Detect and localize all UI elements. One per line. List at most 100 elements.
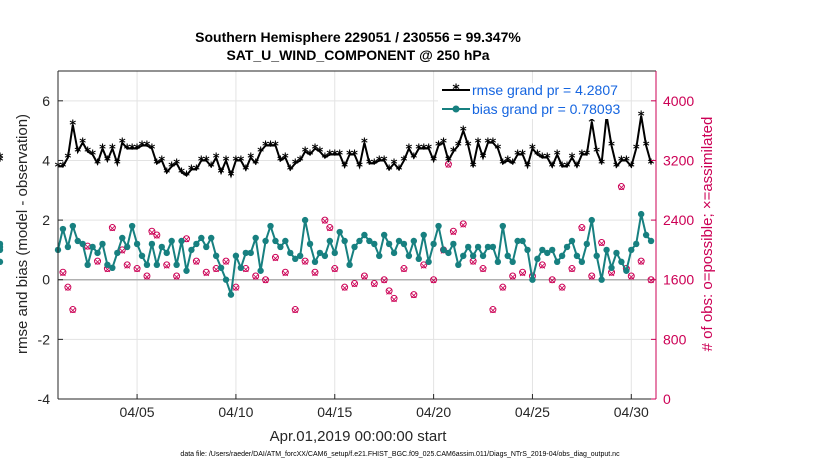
bias-point [59, 225, 67, 233]
rmse-point: * [139, 140, 146, 155]
bias-point [277, 243, 284, 251]
bias-point [84, 261, 91, 269]
bias-point [553, 258, 561, 266]
bias-point [494, 258, 502, 266]
bias-point [464, 243, 472, 251]
rmse-point: * [223, 154, 230, 169]
bias-point [410, 237, 418, 245]
obs-possible-point [380, 276, 388, 284]
rmse-point: * [89, 148, 96, 163]
obs-possible-point [148, 227, 156, 235]
bias-point [217, 264, 225, 271]
rmse-point: * [124, 143, 131, 158]
obs-possible-point [281, 268, 289, 276]
bias-point [455, 261, 462, 269]
obs-assimilated-point: × [350, 279, 358, 290]
rmse-point: * [84, 146, 91, 161]
bias-point [529, 276, 536, 283]
obs-possible-point [143, 272, 151, 280]
rmse-point: * [262, 140, 269, 155]
bias-point [563, 243, 571, 251]
bias-point [603, 246, 610, 254]
obs-assimilated-point: × [340, 283, 348, 294]
bias-point [69, 222, 77, 230]
obs-assimilated-point: × [301, 257, 309, 268]
obs-possible-point [321, 216, 329, 224]
rmse-point: * [618, 154, 625, 169]
obs-assimilated-point: × [469, 257, 477, 268]
bias-point [435, 222, 442, 230]
bias-point [371, 240, 378, 248]
y-tick-label: -2 [38, 331, 51, 347]
bias-point [376, 252, 383, 260]
bias-point [405, 252, 413, 260]
x-tick-label: 04/20 [416, 404, 451, 420]
bias-point [450, 240, 457, 248]
obs-assimilated-point: × [390, 294, 398, 305]
obs-assimilated-point: × [489, 306, 497, 317]
rmse-point: * [643, 140, 650, 155]
y2-tick-label: 0 [663, 391, 671, 407]
obs-possible-point [173, 272, 181, 280]
bias-point [208, 234, 215, 242]
obs-assimilated-point: × [59, 268, 67, 279]
obs-possible-point [69, 306, 77, 314]
rmse-point: * [99, 143, 106, 158]
obs-possible-point [489, 306, 497, 314]
rmse-point: * [64, 151, 71, 166]
rmse-point: * [317, 146, 324, 161]
bias-point [593, 252, 600, 260]
rmse-point: * [564, 160, 571, 175]
obs-assimilated-point: × [69, 306, 77, 317]
rmse-point: * [237, 154, 244, 169]
rmse-point: * [193, 163, 200, 178]
bias-point [440, 246, 447, 254]
rmse-point: * [203, 154, 210, 169]
obs-possible-point [291, 306, 299, 314]
footer-data-file: data file: /Users/raeder/DAI/ATM_forcXX/… [180, 451, 620, 458]
rmse-point: * [336, 148, 343, 163]
obs-assimilated-point: × [163, 261, 171, 272]
rmse-point: * [134, 143, 141, 158]
obs-possible-point [588, 272, 596, 280]
rmse-point: * [499, 157, 506, 172]
bias-point [237, 264, 245, 271]
rmse-point: * [574, 160, 581, 175]
obs-assimilated-point: × [548, 276, 556, 287]
legend-rmse-label: rmse grand pr = 4.2807 [472, 82, 618, 98]
bias-point [598, 276, 605, 283]
rmse-point: * [356, 160, 363, 175]
bias-point [499, 222, 506, 230]
obs-possible-point [360, 272, 368, 280]
bias-point [385, 240, 393, 248]
bias-point [613, 249, 620, 257]
rmse-point: * [475, 137, 482, 152]
bias-point [128, 222, 136, 230]
bias-point [242, 249, 250, 257]
bias-point [193, 240, 200, 248]
rmse-point: * [228, 169, 235, 184]
obs-assimilated-point: × [499, 283, 507, 294]
bias-point [578, 258, 586, 266]
obs-possible-point [499, 283, 507, 291]
rmse-point: * [386, 163, 393, 178]
rmse-point: * [247, 151, 254, 166]
bias-point [173, 261, 180, 269]
obs-possible-point [64, 283, 72, 291]
obs-assimilated-point: × [93, 257, 101, 268]
rmse-point: * [450, 146, 457, 161]
rmse-point: * [366, 157, 373, 172]
bias-point [400, 240, 408, 248]
rmse-point: * [415, 143, 422, 158]
rmse-point: * [282, 151, 289, 166]
obs-possible-point [370, 279, 378, 287]
y-tick-label: 6 [42, 93, 50, 109]
bias-point [623, 267, 630, 274]
obs-possible-point [410, 291, 418, 299]
bias-point [198, 234, 205, 242]
obs-possible-point [558, 283, 566, 291]
rmse-point: * [277, 154, 284, 169]
obs-possible-point [548, 276, 556, 284]
obs-assimilated-point: × [291, 306, 299, 317]
bias-point [292, 255, 299, 263]
